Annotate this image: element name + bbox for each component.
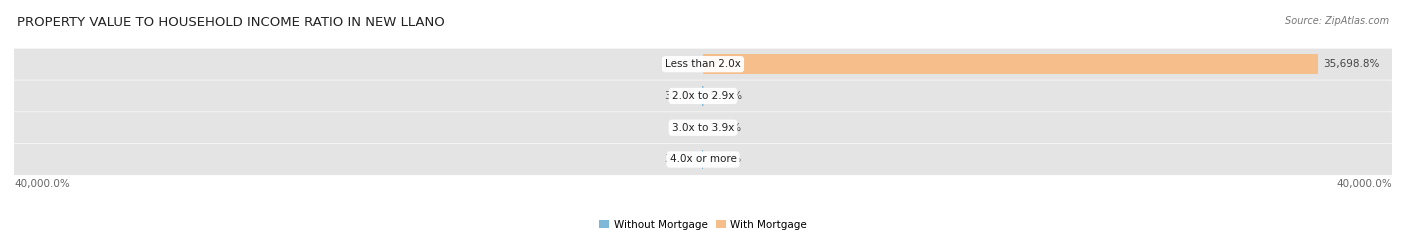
Text: PROPERTY VALUE TO HOUSEHOLD INCOME RATIO IN NEW LLANO: PROPERTY VALUE TO HOUSEHOLD INCOME RATIO… <box>17 16 444 29</box>
FancyBboxPatch shape <box>14 49 1392 80</box>
Text: 40,000.0%: 40,000.0% <box>1336 179 1392 189</box>
Text: 35,698.8%: 35,698.8% <box>1323 59 1379 69</box>
Legend: Without Mortgage, With Mortgage: Without Mortgage, With Mortgage <box>599 220 807 230</box>
Text: Less than 2.0x: Less than 2.0x <box>665 59 741 69</box>
Text: 17.6%: 17.6% <box>709 154 742 164</box>
Text: 4.0x or more: 4.0x or more <box>669 154 737 164</box>
Text: 40,000.0%: 40,000.0% <box>14 179 70 189</box>
Text: Source: ZipAtlas.com: Source: ZipAtlas.com <box>1285 16 1389 26</box>
FancyBboxPatch shape <box>14 112 1392 143</box>
Text: 12.9%: 12.9% <box>709 123 742 133</box>
FancyBboxPatch shape <box>14 144 1392 175</box>
Bar <box>703 54 1317 74</box>
Text: 3.0x to 3.9x: 3.0x to 3.9x <box>672 123 734 133</box>
Text: 5.2%: 5.2% <box>671 123 697 133</box>
Text: 30.3%: 30.3% <box>664 91 697 101</box>
Text: 56.3%: 56.3% <box>710 91 742 101</box>
Text: 28.6%: 28.6% <box>664 59 697 69</box>
FancyBboxPatch shape <box>14 80 1392 112</box>
Text: 2.0x to 2.9x: 2.0x to 2.9x <box>672 91 734 101</box>
Text: 35.1%: 35.1% <box>664 154 697 164</box>
